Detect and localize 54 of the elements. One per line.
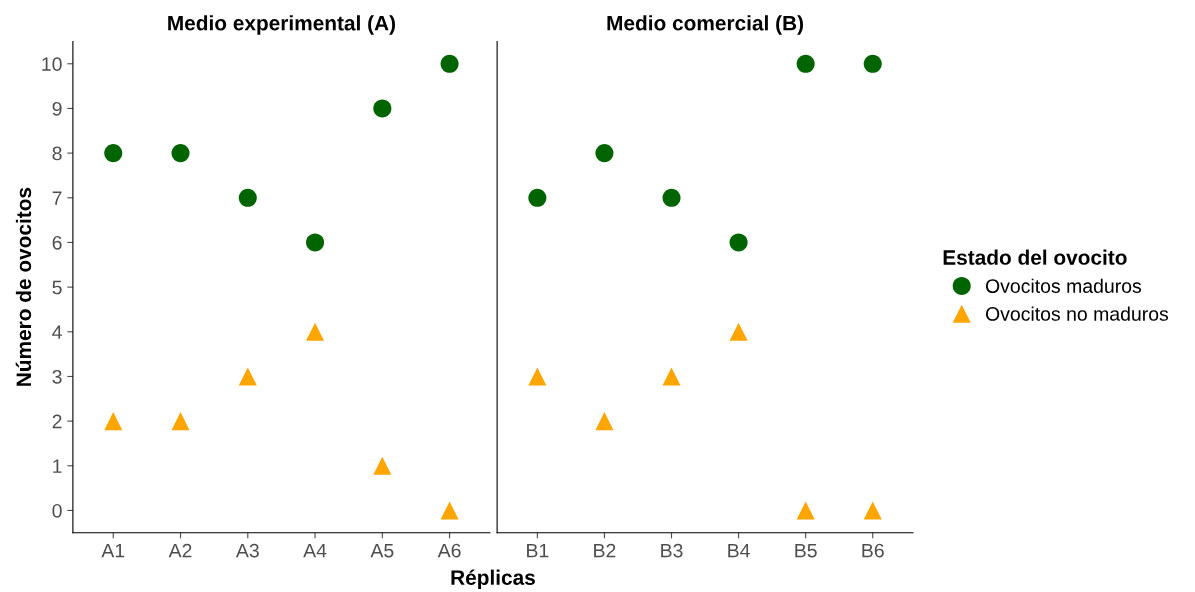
y-tick-label: 3 [52,369,62,384]
x-tick-label: A2 [168,543,192,558]
point [238,367,257,386]
point [171,144,190,163]
y-tick-label: 6 [52,235,62,250]
y-tick-label: 10 [42,57,62,72]
x-tick-label: B2 [594,543,616,558]
chart-title: Medio experimental (A) [168,15,395,35]
point [440,501,459,520]
y-tick-label: 7 [52,191,62,205]
point [171,412,190,431]
y-tick-label: 9 [52,101,62,116]
point [729,233,748,252]
point [528,367,547,386]
point [796,501,815,520]
point [528,188,547,207]
x-tick-label: B3 [661,543,683,558]
point [729,322,748,341]
point [595,412,614,431]
point [306,233,325,252]
point [104,412,123,431]
point [238,188,257,207]
y-tick-label: 1 [53,459,62,473]
chart-title: Medio comercial (B) [607,15,803,35]
y-axis-title: Número de ovocitos [15,187,32,386]
point [104,144,123,163]
point [440,54,459,73]
x-tick-label: A1 [101,543,125,558]
point [863,54,882,73]
x-tick-label: A6 [437,543,461,558]
x-tick-label: A5 [370,543,394,558]
point [373,456,392,475]
y-tick-label: 8 [52,146,62,161]
point [595,144,614,163]
point [373,99,392,118]
y-tick-label: 2 [52,414,62,429]
legend-label: Ovocitos maduros [985,278,1142,293]
point [662,367,681,386]
y-tick-label: 0 [52,503,62,518]
x-tick-label: B1 [527,543,549,558]
point [796,54,815,73]
x-tick-label: B5 [795,543,817,558]
y-tick-label: 5 [52,280,62,295]
x-tick-label: A3 [235,543,259,558]
x-axis-title: Réplicas [451,569,535,590]
x-tick-label: B6 [862,543,884,558]
point [863,501,882,520]
x-tick-label: A4 [303,543,327,558]
point [306,322,325,341]
legend-label: Ovocitos no maduros [985,306,1169,321]
point [662,188,681,207]
x-tick-label: B4 [728,543,750,558]
y-tick-label: 4 [52,325,62,339]
legend-title: Estado del ovocito [943,249,1127,265]
